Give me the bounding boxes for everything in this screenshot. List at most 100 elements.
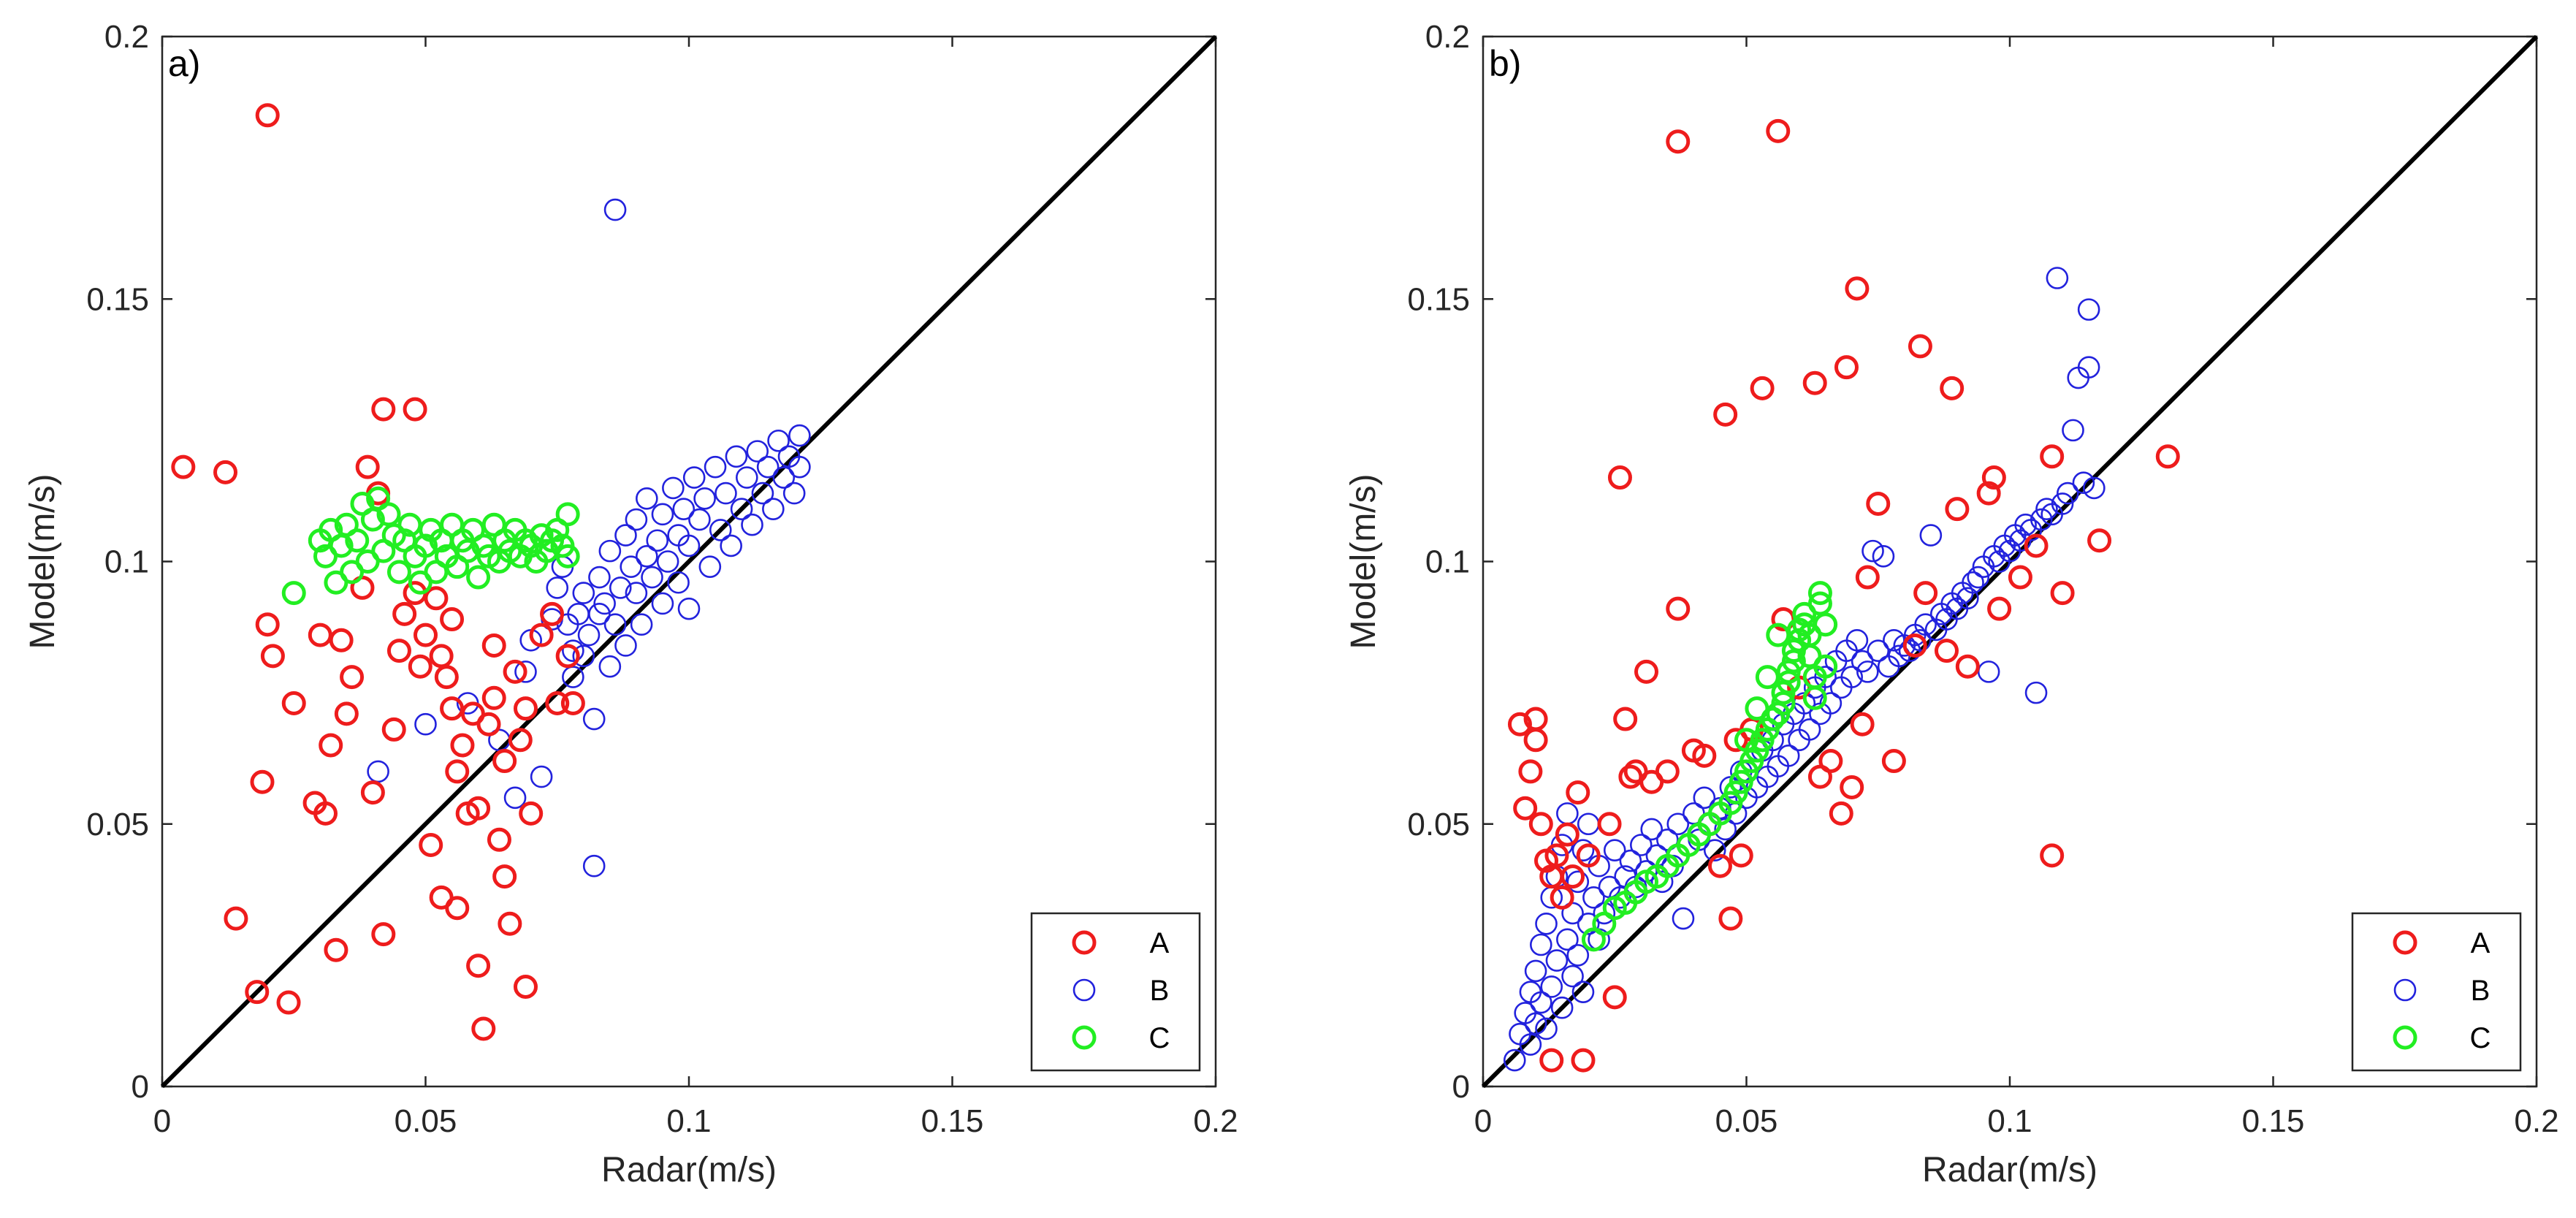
point-B [582,854,606,878]
point-A [1934,639,1959,663]
point-B [1519,1033,1542,1056]
point-B [656,550,679,573]
point-B [741,513,763,536]
point-A [250,769,275,794]
point-A [2024,533,2049,558]
series-B [367,198,811,878]
point-B [1914,613,1937,636]
point-B [1503,1048,1526,1072]
point-B [1909,628,1932,652]
point-C [1734,728,1758,753]
point-A [1518,759,1543,784]
y-tick-label: 0.05 [1407,807,1470,842]
point-A [466,796,491,821]
legend-marker-B [2393,978,2417,1002]
point-B [788,424,811,447]
point-B [1540,975,1563,998]
point-B [588,603,611,625]
point-A [1555,822,1579,847]
point-B [1814,666,1837,688]
point-A [324,937,348,962]
point-A [1507,712,1532,736]
point-A [513,974,538,999]
point-A [508,728,533,753]
legend-label-A: A [1150,927,1170,959]
point-A [1766,118,1791,143]
point-B [751,482,774,505]
point-A [503,659,527,684]
point-A [1802,370,1827,395]
point-B [1840,666,1863,688]
point-A [1729,843,1753,868]
legend: ABC [1030,912,1201,1072]
point-A [481,685,506,710]
y-tick-label: 0.15 [1407,281,1470,317]
point-A [1513,796,1538,821]
point-B [1535,1017,1558,1040]
point-B [662,476,685,500]
point-B [1561,964,1584,988]
legend-marker-A [1072,930,1097,955]
point-C [1755,665,1780,690]
point-B [1714,818,1737,841]
point-A [1818,749,1843,774]
point-A [481,633,506,658]
legend-marker-C [2393,1025,2417,1050]
point-A [1550,885,1574,910]
point-B [546,576,569,599]
point-B [709,519,732,541]
point-B [1603,839,1626,861]
x-tick-label: 0 [153,1103,171,1139]
point-B [1566,870,1590,894]
point-B [609,576,632,599]
point-B [588,566,611,589]
point-B [1545,949,1569,972]
point-C [555,544,580,568]
series-B [1503,267,2106,1072]
point-A [1908,334,1932,359]
point-B [704,455,727,479]
point-A [386,639,411,663]
point-A [1666,129,1691,154]
point-A [1829,801,1853,826]
point-C [1802,685,1827,710]
point-B [1530,991,1552,1014]
legend-label-C: C [1149,1022,1170,1054]
point-A [340,665,365,690]
point-A [371,922,396,947]
y-tick-label: 0.15 [86,281,149,317]
point-A [519,801,544,826]
x-tick-label: 0.05 [1715,1103,1778,1139]
point-B [2057,482,2079,505]
series-A [171,103,585,1041]
point-B [762,498,785,520]
point-B [2035,498,2058,520]
point-B [1845,628,1869,652]
point-B [782,482,806,505]
point-B [698,555,722,578]
point-A [529,623,554,647]
point-B [767,429,790,452]
point-B [1524,959,1547,983]
point-B [1630,834,1653,856]
point-B [582,707,606,731]
point-A [2008,565,2032,590]
point-A [329,628,354,652]
point-B [603,198,627,221]
point-A [1561,864,1585,889]
panel-label: a) [168,43,200,84]
x-tick-label: 0.05 [395,1103,457,1139]
point-B [598,539,622,563]
point-B [746,440,769,463]
point-B [1619,849,1642,872]
point-B [1582,886,1605,909]
point-A [381,717,406,742]
point-A [1840,774,1864,799]
y-tick-label: 0 [132,1069,149,1105]
point-B [2046,267,2069,289]
point-B [620,555,642,578]
point-B [1856,661,1879,683]
point-A [466,954,491,978]
point-A [1528,812,1553,837]
point-B [614,524,637,547]
